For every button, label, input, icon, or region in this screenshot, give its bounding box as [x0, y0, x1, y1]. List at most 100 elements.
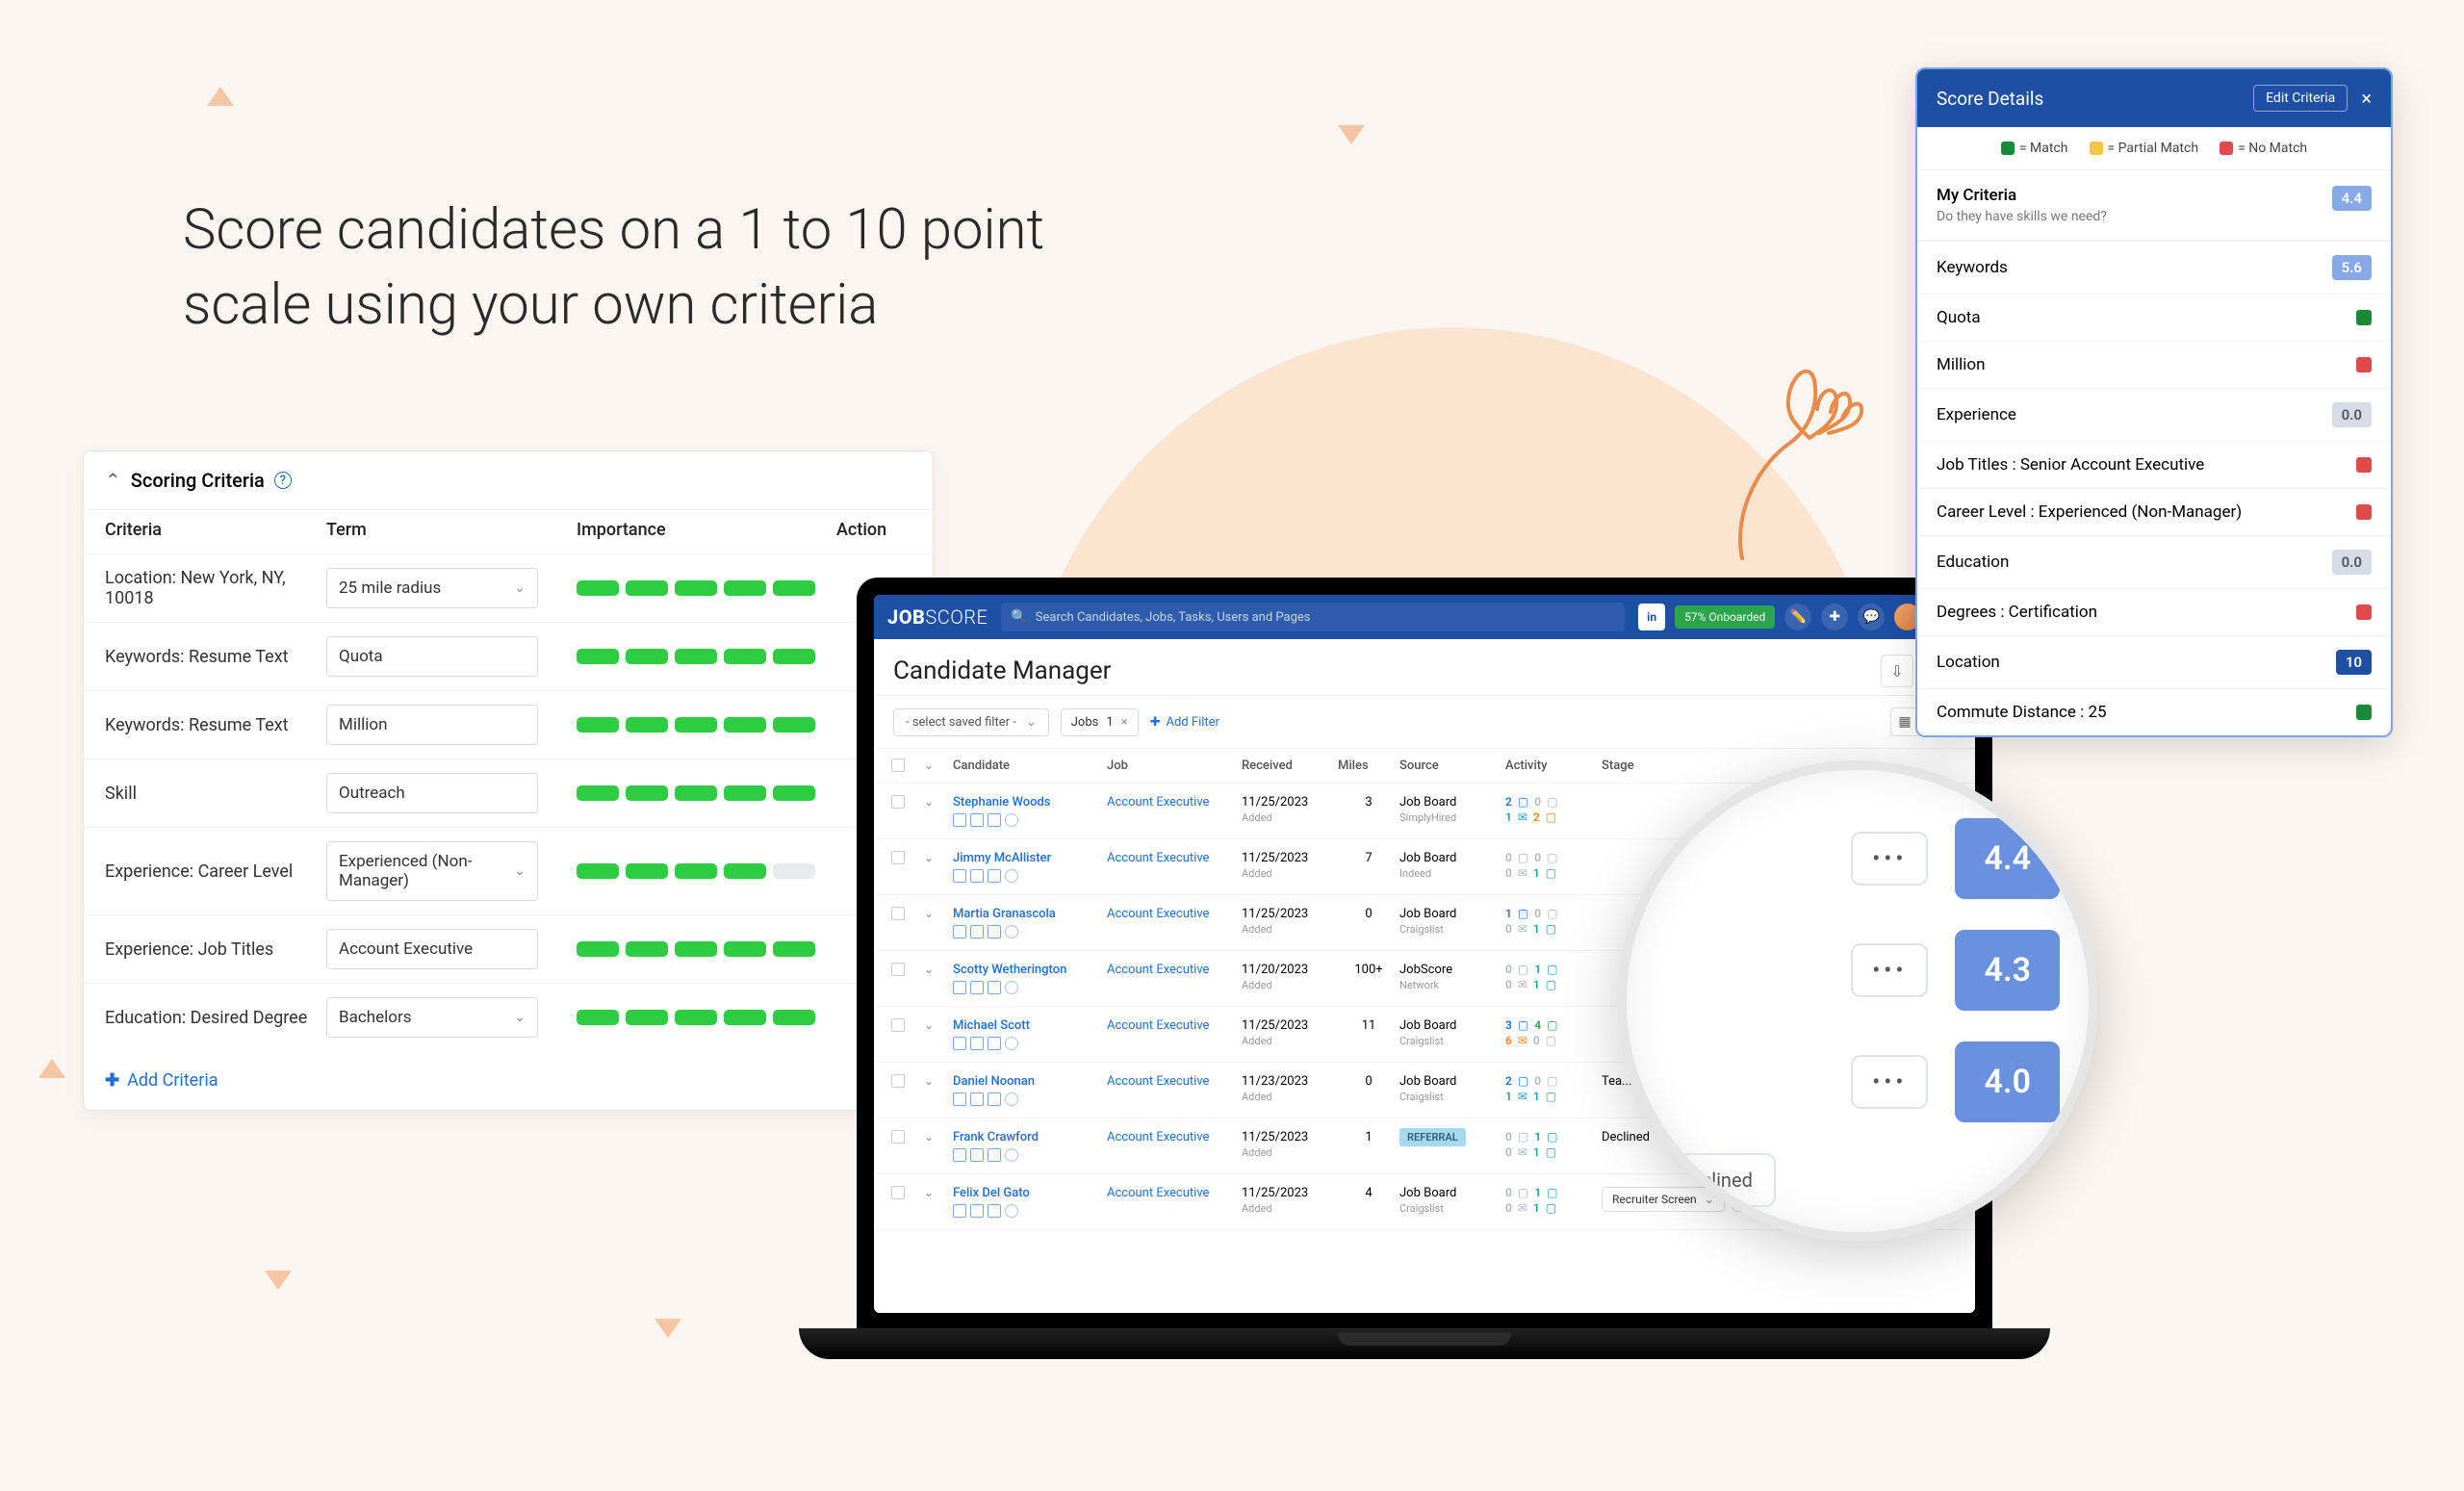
candidate-name-link[interactable]: Michael Scott — [953, 1018, 1107, 1033]
importance-pill[interactable] — [626, 785, 668, 801]
job-link[interactable]: Account Executive — [1107, 1186, 1242, 1200]
importance-pill[interactable] — [577, 649, 619, 664]
doc-icon[interactable] — [1005, 925, 1018, 938]
chevron-down-icon[interactable]: ⌄ — [924, 758, 934, 772]
doc-icon[interactable] — [970, 1093, 984, 1106]
importance-pill[interactable] — [675, 717, 717, 733]
more-options-button[interactable]: ••• — [1851, 943, 1928, 997]
importance-pill[interactable] — [626, 580, 668, 596]
job-link[interactable]: Account Executive — [1107, 1074, 1242, 1089]
doc-icon[interactable] — [988, 1204, 1001, 1218]
importance-pill[interactable] — [724, 785, 766, 801]
row-checkbox[interactable] — [891, 851, 905, 864]
filter-chip-jobs[interactable]: Jobs 1 × — [1061, 708, 1139, 736]
candidate-name-link[interactable]: Scotty Wetherington — [953, 963, 1107, 977]
col-candidate[interactable]: Candidate — [953, 758, 1107, 773]
candidate-name-link[interactable]: Daniel Noonan — [953, 1074, 1107, 1089]
doc-icon[interactable] — [970, 981, 984, 994]
doc-icon[interactable] — [988, 1037, 1001, 1050]
doc-icon[interactable] — [970, 1148, 984, 1162]
term-select[interactable]: Account Executive — [326, 929, 538, 969]
logo[interactable]: JOBSCORE — [887, 605, 988, 629]
plus-icon[interactable]: ✚ — [1821, 604, 1848, 630]
rocket-icon[interactable]: ✏️ — [1784, 604, 1811, 630]
doc-icon[interactable] — [1005, 813, 1018, 827]
doc-icon[interactable] — [988, 1148, 1001, 1162]
importance-control[interactable] — [577, 580, 836, 596]
term-select[interactable]: Million — [326, 705, 538, 745]
col-job[interactable]: Job — [1107, 758, 1242, 773]
expand-icon[interactable]: ⌄ — [924, 963, 934, 976]
doc-icon[interactable] — [970, 1204, 984, 1218]
importance-pill[interactable] — [675, 941, 717, 957]
expand-icon[interactable]: ⌄ — [924, 851, 934, 864]
col-received[interactable]: Received — [1242, 758, 1338, 773]
export-icon[interactable]: ⇩ — [1881, 655, 1913, 687]
row-checkbox[interactable] — [891, 1130, 905, 1144]
search-input[interactable]: 🔍 Search Candidates, Jobs, Tasks, Users … — [1001, 603, 1625, 631]
doc-icon[interactable] — [1005, 1204, 1018, 1218]
job-link[interactable]: Account Executive — [1107, 963, 1242, 977]
importance-pill[interactable] — [577, 941, 619, 957]
job-link[interactable]: Account Executive — [1107, 851, 1242, 865]
importance-control[interactable] — [577, 785, 836, 801]
more-options-button[interactable]: ••• — [1851, 832, 1928, 886]
importance-pill[interactable] — [577, 1010, 619, 1025]
row-checkbox[interactable] — [891, 907, 905, 920]
linkedin-icon[interactable]: in — [1638, 604, 1665, 630]
close-icon[interactable]: × — [2361, 87, 2372, 110]
row-checkbox[interactable] — [891, 1018, 905, 1032]
help-icon[interactable]: ? — [274, 472, 292, 489]
doc-icon[interactable] — [970, 925, 984, 938]
expand-icon[interactable]: ⌄ — [924, 795, 934, 809]
job-link[interactable]: Account Executive — [1107, 795, 1242, 810]
doc-icon[interactable] — [953, 1093, 966, 1106]
doc-icon[interactable] — [1005, 1148, 1018, 1162]
expand-icon[interactable]: ⌄ — [924, 1130, 934, 1144]
doc-icon[interactable] — [1005, 981, 1018, 994]
doc-icon[interactable] — [953, 869, 966, 883]
importance-pill[interactable] — [577, 717, 619, 733]
candidate-name-link[interactable]: Frank Crawford — [953, 1130, 1107, 1144]
importance-pill[interactable] — [724, 1010, 766, 1025]
doc-icon[interactable] — [988, 981, 1001, 994]
select-all-checkbox[interactable] — [891, 758, 905, 772]
term-select[interactable]: 25 mile radius ⌄ — [326, 568, 538, 608]
col-source[interactable]: Source — [1399, 758, 1505, 773]
col-activity[interactable]: Activity — [1505, 758, 1602, 773]
doc-icon[interactable] — [953, 981, 966, 994]
importance-pill[interactable] — [626, 863, 668, 879]
importance-pill[interactable] — [675, 863, 717, 879]
job-link[interactable]: Account Executive — [1107, 1018, 1242, 1033]
candidate-name-link[interactable]: Martia Granascola — [953, 907, 1107, 921]
importance-pill[interactable] — [626, 717, 668, 733]
doc-icon[interactable] — [1005, 1093, 1018, 1106]
expand-icon[interactable]: ⌄ — [924, 1018, 934, 1032]
row-checkbox[interactable] — [891, 1186, 905, 1199]
importance-control[interactable] — [577, 941, 836, 957]
doc-icon[interactable] — [953, 1148, 966, 1162]
term-select[interactable]: Experienced (Non-Manager) ⌄ — [326, 841, 538, 901]
importance-pill[interactable] — [626, 941, 668, 957]
term-select[interactable]: Quota — [326, 636, 538, 677]
importance-pill[interactable] — [724, 717, 766, 733]
col-miles[interactable]: Miles — [1338, 758, 1399, 773]
row-checkbox[interactable] — [891, 1074, 905, 1088]
expand-icon[interactable]: ⌄ — [924, 1186, 934, 1199]
doc-icon[interactable] — [988, 925, 1001, 938]
importance-pill[interactable] — [724, 863, 766, 879]
importance-control[interactable] — [577, 1010, 836, 1025]
row-checkbox[interactable] — [891, 795, 905, 809]
doc-icon[interactable] — [970, 869, 984, 883]
saved-filter-select[interactable]: - select saved filter - ⌄ — [893, 708, 1049, 736]
job-link[interactable]: Account Executive — [1107, 1130, 1242, 1144]
term-select[interactable]: Outreach — [326, 773, 538, 813]
doc-icon[interactable] — [953, 1037, 966, 1050]
doc-icon[interactable] — [953, 925, 966, 938]
add-filter-button[interactable]: ✚ Add Filter — [1150, 715, 1219, 730]
row-checkbox[interactable] — [891, 963, 905, 976]
importance-pill[interactable] — [626, 1010, 668, 1025]
importance-control[interactable] — [577, 863, 836, 879]
doc-icon[interactable] — [988, 869, 1001, 883]
scoring-criteria-header[interactable]: ⌃ Scoring Criteria ? — [84, 451, 933, 509]
